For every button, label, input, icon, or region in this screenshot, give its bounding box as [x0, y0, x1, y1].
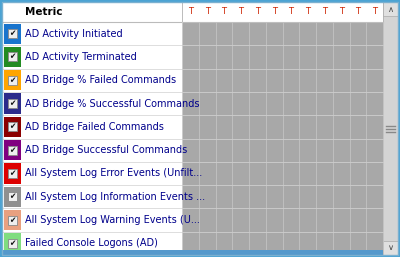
Bar	[8, 146, 16, 155]
Text: All System Log Error Events (Unfilt...: All System Log Error Events (Unfilt...	[25, 168, 202, 178]
Text: ✔: ✔	[9, 29, 15, 38]
Text: T: T	[288, 7, 293, 16]
Bar	[8, 169, 16, 178]
Bar	[8, 122, 16, 131]
Bar	[2, 45, 182, 69]
Bar	[2, 139, 182, 162]
Bar	[4, 233, 20, 253]
Text: T: T	[355, 7, 360, 16]
Text: ✔: ✔	[9, 192, 15, 201]
Text: ∧: ∧	[388, 5, 394, 14]
Text: Failed Console Logons (AD): Failed Console Logons (AD)	[25, 238, 158, 248]
Text: T: T	[305, 7, 310, 16]
Bar	[4, 117, 20, 137]
Bar	[8, 99, 16, 108]
Text: All System Log Information Events ...: All System Log Information Events ...	[25, 192, 205, 202]
Bar	[383, 2, 398, 255]
Bar	[4, 140, 20, 160]
Text: T: T	[205, 7, 210, 16]
Text: Metric: Metric	[25, 7, 62, 17]
Bar	[2, 2, 383, 22]
Bar	[2, 185, 182, 208]
Text: T: T	[322, 7, 327, 16]
Bar	[8, 29, 16, 38]
Text: ✔: ✔	[9, 216, 15, 225]
Bar	[4, 47, 20, 67]
Text: AD Bridge Successful Commands: AD Bridge Successful Commands	[25, 145, 187, 155]
Text: ✔: ✔	[9, 122, 15, 131]
Bar	[4, 210, 20, 230]
Bar	[8, 216, 16, 225]
Bar	[8, 192, 16, 201]
Text: T: T	[372, 7, 377, 16]
Bar	[2, 22, 182, 45]
Text: ✔: ✔	[9, 239, 15, 248]
Bar	[4, 187, 20, 207]
Text: T: T	[238, 7, 243, 16]
Bar	[2, 69, 182, 92]
Bar	[383, 241, 398, 255]
Bar	[8, 52, 16, 61]
Text: T: T	[339, 7, 344, 16]
Text: T: T	[188, 7, 193, 16]
Text: T: T	[221, 7, 226, 16]
Text: ✔: ✔	[9, 146, 15, 155]
Text: ✔: ✔	[9, 99, 15, 108]
Bar	[182, 22, 383, 255]
Text: AD Bridge Failed Commands: AD Bridge Failed Commands	[25, 122, 164, 132]
Text: T: T	[272, 7, 277, 16]
Text: ✔: ✔	[9, 52, 15, 61]
Bar	[4, 70, 20, 90]
Text: T: T	[255, 7, 260, 16]
Bar	[2, 92, 182, 115]
Text: ✔: ✔	[9, 169, 15, 178]
Bar	[4, 93, 20, 114]
Bar	[2, 208, 182, 232]
Bar	[4, 163, 20, 183]
Text: AD Activity Initiated: AD Activity Initiated	[25, 29, 123, 39]
Bar	[2, 115, 182, 139]
Text: ✔: ✔	[9, 76, 15, 85]
Bar	[8, 239, 16, 248]
Text: All System Log Warning Events (U...: All System Log Warning Events (U...	[25, 215, 200, 225]
Text: AD Bridge % Successful Commands: AD Bridge % Successful Commands	[25, 98, 200, 108]
Bar	[2, 232, 182, 255]
Text: AD Activity Terminated: AD Activity Terminated	[25, 52, 137, 62]
Bar	[2, 250, 383, 255]
Bar	[4, 23, 20, 44]
Bar	[2, 162, 182, 185]
Bar	[8, 76, 16, 85]
Text: AD Bridge % Failed Commands: AD Bridge % Failed Commands	[25, 75, 176, 85]
Text: ∨: ∨	[388, 243, 394, 252]
Bar	[383, 2, 398, 16]
